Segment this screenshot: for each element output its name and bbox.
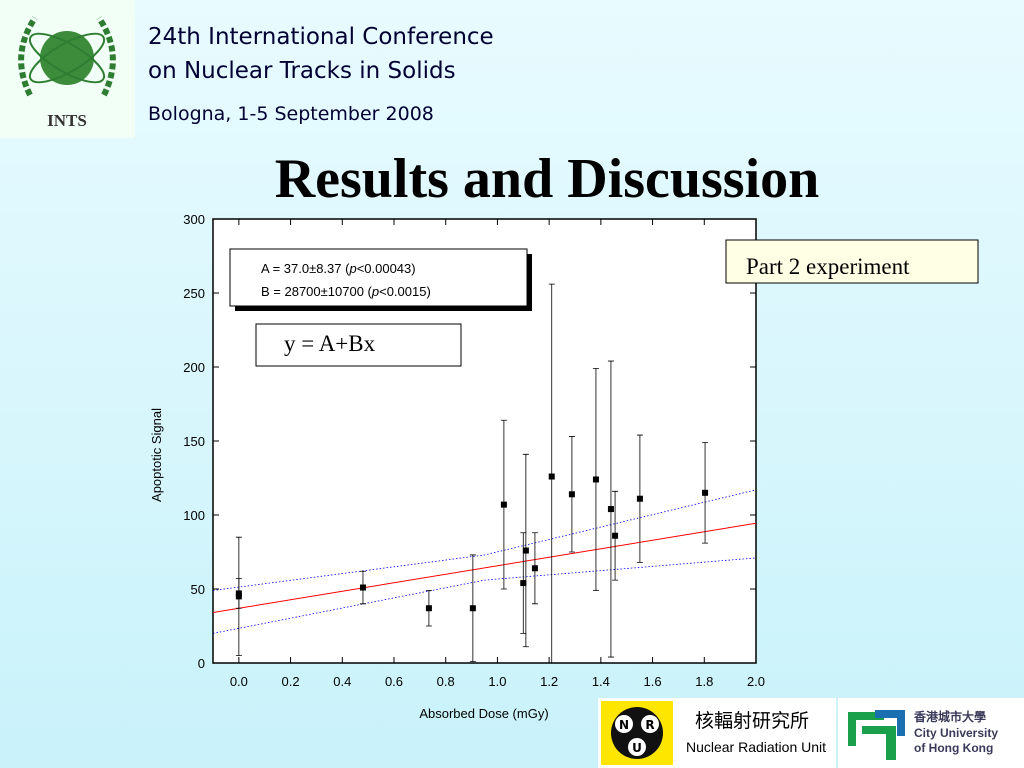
nru-letter: R xyxy=(645,718,654,732)
data-point xyxy=(500,501,507,508)
confidence-band xyxy=(213,489,756,591)
y-tick-label: 200 xyxy=(183,360,205,375)
x-tick-label: 1.0 xyxy=(488,674,506,689)
plot-marks xyxy=(213,283,756,663)
data-point xyxy=(702,489,709,496)
data-point xyxy=(612,532,619,539)
venue: Bologna, 1-5 September 2008 xyxy=(148,103,434,125)
annotation: Part 2 experiment xyxy=(746,254,910,279)
y-tick-label: 300 xyxy=(183,212,205,227)
data-point xyxy=(592,476,599,483)
x-tick-label: 1.2 xyxy=(540,674,558,689)
nru-english: Nuclear Radiation Unit xyxy=(686,739,826,755)
model-box xyxy=(255,323,462,367)
text: <0.00043) xyxy=(357,261,416,276)
data-point xyxy=(522,547,529,554)
text: A = 37.0±8.37 ( xyxy=(261,261,350,276)
x-tick-label: 1.4 xyxy=(592,674,610,689)
data-point xyxy=(469,605,476,612)
fit-parameter: B = 28700±10700 (p<0.0015) xyxy=(261,284,431,299)
nru-letter: N xyxy=(619,718,629,732)
nru-letter: U xyxy=(632,741,642,755)
annotation-box xyxy=(725,239,979,284)
x-tick-label: 0.0 xyxy=(230,674,248,689)
y-tick-label: 50 xyxy=(191,582,205,597)
data-point xyxy=(520,580,527,587)
y-tick-label: 100 xyxy=(183,508,205,523)
ints-logo: INTS xyxy=(0,0,135,138)
conference-line: on Nuclear Tracks in Solids xyxy=(148,58,456,84)
x-tick-label: 0.6 xyxy=(385,674,403,689)
data-point xyxy=(359,584,366,591)
ints-label: INTS xyxy=(47,111,87,130)
x-axis-label: Absorbed Dose (mGy) xyxy=(419,706,548,721)
x-tick-label: 1.8 xyxy=(695,674,713,689)
x-tick-label: 1.6 xyxy=(644,674,662,689)
data-point xyxy=(568,491,575,498)
data-point xyxy=(531,565,538,572)
conference-line: 24th International Conference xyxy=(148,24,494,50)
x-tick-label: 0.8 xyxy=(437,674,455,689)
fit-legend xyxy=(229,248,528,307)
text: B = 28700±10700 ( xyxy=(261,284,373,299)
data-point xyxy=(607,506,614,513)
cityu-logo: 香港城市大學 City University of Hong Kong xyxy=(838,698,1024,768)
chart: Absorbed Dose (mGy) Apoptotic Signal A =… xyxy=(149,212,765,721)
fit-line xyxy=(213,522,756,613)
y-tick-label: 0 xyxy=(198,656,205,671)
x-tick-label: 0.2 xyxy=(282,674,300,689)
data-point xyxy=(548,473,555,480)
slide-title: Results and Discussion xyxy=(275,148,820,210)
y-tick-label: 250 xyxy=(183,286,205,301)
fit-parameter: A = 37.0±8.37 (p<0.00043) xyxy=(261,261,416,276)
cityu-chinese: 香港城市大學 xyxy=(913,709,986,724)
cityu-english: of Hong Kong xyxy=(914,741,993,755)
data-point xyxy=(235,593,242,600)
y-axis-label: Apoptotic Signal xyxy=(149,408,164,502)
text: p xyxy=(371,284,379,299)
confidence-band xyxy=(213,557,756,634)
x-tick-label: 0.4 xyxy=(333,674,351,689)
data-point xyxy=(636,495,643,502)
x-tick-label: 2.0 xyxy=(747,674,765,689)
text: p xyxy=(348,261,356,276)
data-point xyxy=(425,605,432,612)
y-tick-label: 150 xyxy=(183,434,205,449)
cityu-english: City University xyxy=(914,726,998,740)
nru-chinese: 核輻射研究所 xyxy=(695,710,809,732)
text: <0.0015) xyxy=(379,284,431,299)
nru-logo: N R U 核輻射研究所 Nuclear Radiation Unit xyxy=(598,698,836,768)
model-label: y = A+Bx xyxy=(284,331,376,356)
